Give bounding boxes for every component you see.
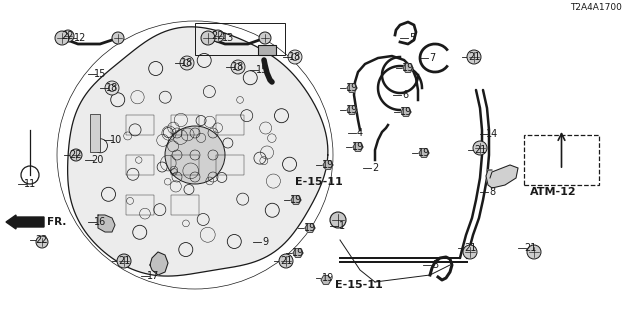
Text: 12: 12: [74, 33, 86, 43]
FancyArrow shape: [6, 215, 44, 229]
Circle shape: [201, 31, 215, 45]
Circle shape: [288, 50, 302, 64]
Bar: [258, 45, 276, 55]
Text: 19: 19: [346, 83, 358, 93]
Text: 9: 9: [262, 237, 268, 247]
Polygon shape: [291, 196, 301, 204]
Bar: [171, 115, 199, 135]
Text: 21: 21: [474, 145, 486, 155]
Polygon shape: [419, 149, 429, 157]
Bar: [126, 195, 154, 215]
Text: 19: 19: [352, 142, 364, 152]
Bar: [524, 135, 599, 185]
Text: 18: 18: [289, 52, 301, 62]
Text: T2A4A1700: T2A4A1700: [570, 4, 622, 12]
Circle shape: [36, 236, 48, 248]
Text: ATM-12: ATM-12: [530, 187, 577, 197]
Text: 21: 21: [524, 243, 536, 253]
Text: 15: 15: [94, 69, 106, 79]
Text: 19: 19: [418, 148, 430, 158]
Text: 4: 4: [357, 128, 363, 138]
Polygon shape: [305, 224, 315, 232]
Circle shape: [527, 245, 541, 259]
Text: 21: 21: [464, 243, 476, 253]
Text: 18: 18: [181, 58, 193, 68]
Text: 3: 3: [432, 260, 438, 270]
Text: 10: 10: [110, 135, 122, 145]
Text: 19: 19: [402, 63, 414, 73]
Circle shape: [473, 141, 487, 155]
Text: 6: 6: [402, 90, 408, 100]
Bar: [195, 23, 285, 55]
Text: 19: 19: [346, 105, 358, 115]
Circle shape: [62, 30, 74, 42]
Bar: [171, 155, 199, 175]
Text: E-15-11: E-15-11: [335, 280, 383, 290]
Circle shape: [55, 31, 69, 45]
Text: FR.: FR.: [47, 217, 67, 227]
Circle shape: [330, 212, 346, 228]
Text: 13: 13: [222, 33, 234, 43]
Text: 8: 8: [489, 187, 495, 197]
Text: 18: 18: [232, 62, 244, 72]
Text: 7: 7: [429, 53, 435, 63]
Bar: [126, 115, 154, 135]
Bar: [126, 155, 154, 175]
Text: 18: 18: [106, 83, 118, 93]
Text: 19: 19: [292, 248, 304, 258]
Polygon shape: [293, 249, 303, 257]
Text: 11: 11: [24, 179, 36, 189]
Circle shape: [279, 254, 293, 268]
Text: 2: 2: [372, 163, 378, 173]
Circle shape: [463, 245, 477, 259]
Text: 21: 21: [280, 256, 292, 266]
Polygon shape: [401, 108, 411, 116]
Circle shape: [212, 30, 224, 42]
Text: 22: 22: [212, 31, 224, 41]
Polygon shape: [98, 215, 115, 232]
Ellipse shape: [165, 126, 225, 184]
Text: 19: 19: [290, 195, 302, 205]
Polygon shape: [353, 143, 363, 151]
Text: 22: 22: [36, 235, 48, 245]
Polygon shape: [347, 106, 357, 114]
Text: 19: 19: [400, 107, 412, 117]
Bar: [171, 195, 199, 215]
Text: 22: 22: [70, 150, 83, 160]
Polygon shape: [486, 165, 518, 188]
Text: 14: 14: [486, 129, 498, 139]
Text: 21: 21: [468, 52, 480, 62]
Polygon shape: [68, 27, 328, 276]
Polygon shape: [150, 252, 168, 275]
Text: 21: 21: [118, 256, 130, 266]
Circle shape: [180, 56, 194, 70]
Text: E-15-11: E-15-11: [295, 177, 343, 187]
Circle shape: [105, 81, 119, 95]
Polygon shape: [321, 276, 331, 284]
Text: 5: 5: [409, 33, 415, 43]
Text: 22: 22: [61, 31, 74, 41]
Circle shape: [70, 149, 82, 161]
Polygon shape: [323, 161, 333, 169]
Circle shape: [117, 254, 131, 268]
Text: 19: 19: [304, 223, 316, 233]
Bar: [216, 155, 244, 175]
Text: 19: 19: [322, 160, 334, 170]
Polygon shape: [403, 64, 413, 72]
Text: 19: 19: [322, 273, 334, 283]
Bar: [216, 115, 244, 135]
Text: 17: 17: [147, 271, 159, 281]
Circle shape: [259, 32, 271, 44]
Circle shape: [467, 50, 481, 64]
Text: 20: 20: [91, 155, 103, 165]
Circle shape: [112, 32, 124, 44]
Text: 1: 1: [339, 221, 345, 231]
Polygon shape: [347, 84, 357, 92]
Bar: [90, 114, 100, 152]
Text: 16: 16: [94, 217, 106, 227]
Text: 15: 15: [256, 65, 268, 75]
Circle shape: [231, 60, 245, 74]
